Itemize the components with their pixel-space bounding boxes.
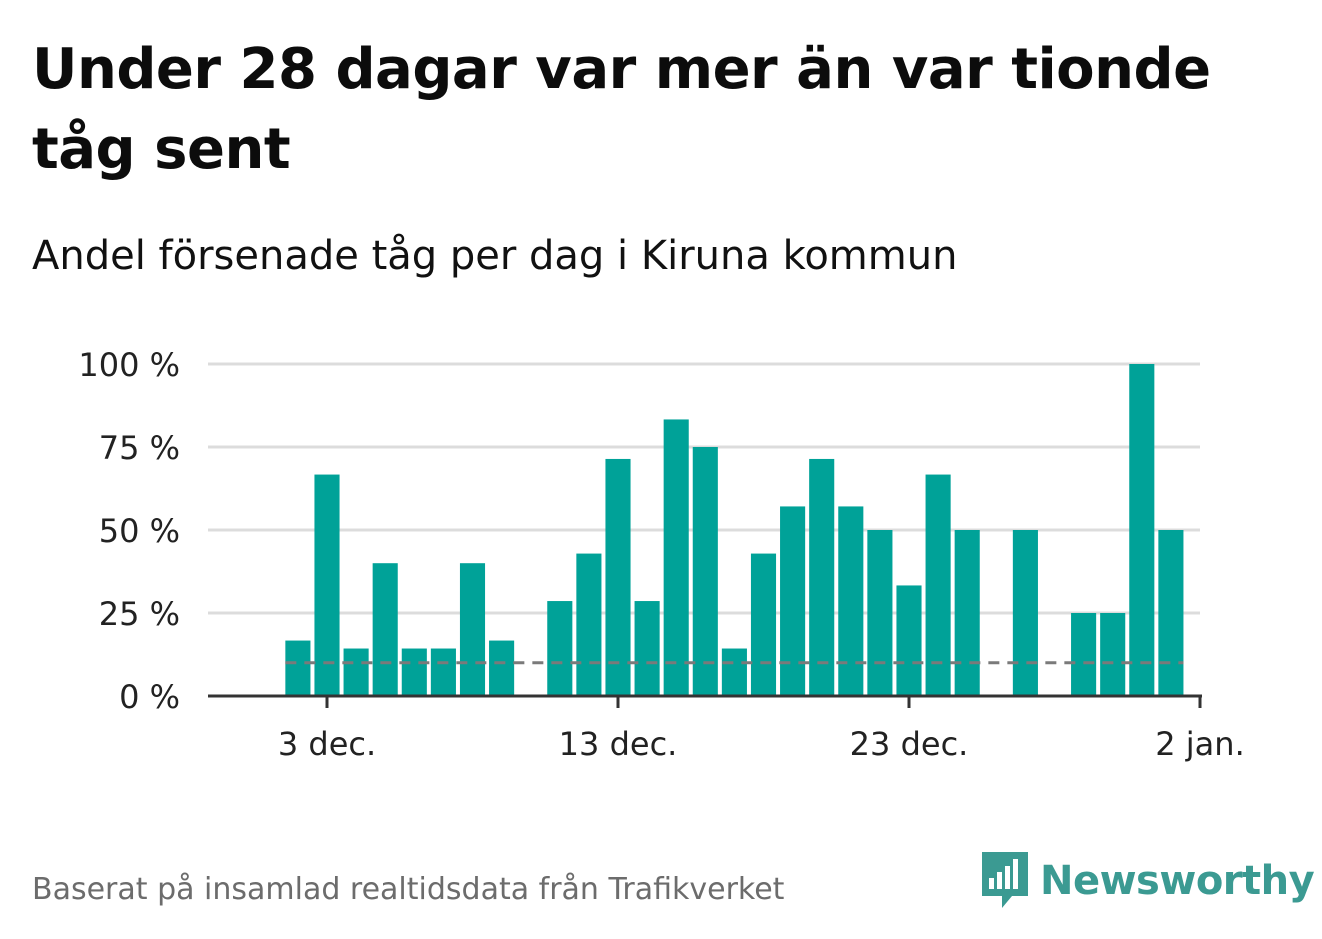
bar: [459, 563, 486, 696]
bar: [954, 530, 980, 696]
bar: [314, 474, 340, 696]
x-axis-ticks: 3 dec. 13 dec. 23 dec. 2 jan.: [278, 696, 1245, 763]
newsworthy-logo-icon: [982, 852, 1028, 908]
bar: [692, 447, 718, 696]
newsworthy-logo[interactable]: Newsworthy: [980, 850, 1315, 912]
y-axis-ticks: 0 % 25 % 50 % 75 % 100 %: [78, 346, 180, 716]
chart-subtitle: Andel försenade tåg per dag i Kiruna kom…: [32, 233, 958, 279]
x-tick-label: 23 dec.: [850, 725, 969, 763]
bar: [605, 458, 631, 696]
source-note: Baserat på insamlad realtidsdata från Tr…: [32, 872, 785, 907]
bar: [634, 601, 660, 696]
y-tick-label: 0 %: [119, 678, 180, 716]
x-tick-label: 2 jan.: [1155, 725, 1244, 763]
bar: [343, 648, 369, 696]
x-tick-label: 13 dec.: [559, 725, 678, 763]
bar: [1129, 364, 1155, 696]
bar: [838, 506, 864, 696]
bar: [489, 640, 515, 696]
bar: [401, 648, 427, 696]
brand-name: Newsworthy: [1040, 858, 1315, 904]
y-tick-label: 50 %: [99, 512, 180, 550]
y-tick-label: 100 %: [78, 346, 180, 384]
bar: [1012, 530, 1038, 696]
bar: [547, 601, 573, 696]
bar: [372, 563, 398, 696]
y-tick-label: 75 %: [99, 429, 180, 467]
y-tick-label: 25 %: [99, 595, 180, 633]
bar-chart: 0 % 25 % 50 % 75 % 100 % 3 dec. 13 dec. 23 dec…: [78, 346, 1245, 763]
bar: [780, 506, 806, 696]
bar: [750, 553, 777, 696]
bars: [285, 364, 1184, 696]
bar: [1158, 530, 1184, 696]
chart-title: Under 28 dagar var mer än var tionde tåg…: [32, 37, 1211, 182]
bar: [925, 474, 951, 696]
bar: [809, 458, 835, 696]
bar: [1071, 613, 1097, 696]
x-tick-label: 3 dec.: [278, 725, 376, 763]
bar: [867, 530, 893, 696]
bar: [576, 553, 602, 696]
bar: [285, 640, 311, 696]
bar: [430, 648, 456, 696]
bar: [896, 585, 922, 696]
bar: [1100, 613, 1126, 696]
bar: [721, 648, 747, 696]
bar: [663, 419, 689, 696]
